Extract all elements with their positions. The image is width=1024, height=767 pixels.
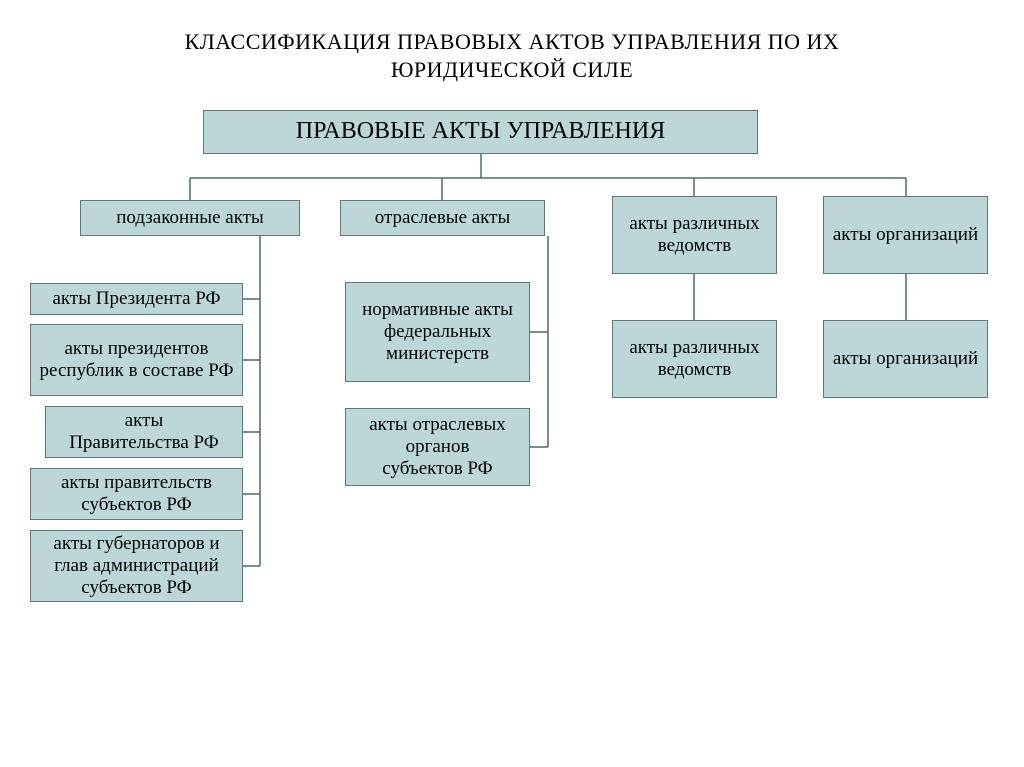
- leaf-node: акты президентов республик в составе РФ: [30, 324, 243, 396]
- title-line-1: КЛАССИФИКАЦИЯ ПРАВОВЫХ АКТОВ УПРАВЛЕНИЯ …: [185, 29, 840, 54]
- branch-org: акты организаций: [823, 196, 988, 274]
- leaf-node: акты правительств субъектов РФ: [30, 468, 243, 520]
- leaf-label: акты отраслевых органов субъектов РФ: [352, 414, 523, 480]
- leaf-label: акты различных ведомств: [619, 337, 770, 381]
- leaf-label: акты организаций: [833, 348, 978, 370]
- leaf-label: акты губернаторов и глав администраций с…: [37, 533, 236, 599]
- branch-vedom: акты различных ведомств: [612, 196, 777, 274]
- leaf-label: акты президентов республик в составе РФ: [37, 338, 236, 382]
- leaf-node: акты отраслевых органов субъектов РФ: [345, 408, 530, 486]
- branch-otrasl: отраслевые акты: [340, 200, 545, 236]
- root-node: ПРАВОВЫЕ АКТЫ УПРАВЛЕНИЯ: [203, 110, 758, 154]
- leaf-label: акты Президента РФ: [52, 288, 220, 310]
- leaf-node: акты различных ведомств: [612, 320, 777, 398]
- branch-podzakon-label: подзаконные акты: [116, 207, 264, 229]
- branch-podzakon: подзаконные акты: [80, 200, 300, 236]
- leaf-node: акты Президента РФ: [30, 283, 243, 315]
- leaf-node: акты организаций: [823, 320, 988, 398]
- leaf-node: акты губернаторов и глав администраций с…: [30, 530, 243, 602]
- leaf-label: акты Правительства РФ: [52, 410, 236, 454]
- leaf-label: нормативные акты федеральных министерств: [352, 299, 523, 365]
- branch-vedom-label: акты различных ведомств: [619, 213, 770, 257]
- branch-otrasl-label: отраслевые акты: [375, 207, 510, 229]
- root-label: ПРАВОВЫЕ АКТЫ УПРАВЛЕНИЯ: [296, 118, 665, 146]
- leaf-label: акты правительств субъектов РФ: [37, 472, 236, 516]
- leaf-node: нормативные акты федеральных министерств: [345, 282, 530, 382]
- leaf-node: акты Правительства РФ: [45, 406, 243, 458]
- page-title: КЛАССИФИКАЦИЯ ПРАВОВЫХ АКТОВ УПРАВЛЕНИЯ …: [0, 0, 1024, 93]
- branch-org-label: акты организаций: [833, 224, 978, 246]
- title-line-2: ЮРИДИЧЕСКОЙ СИЛЕ: [391, 57, 633, 82]
